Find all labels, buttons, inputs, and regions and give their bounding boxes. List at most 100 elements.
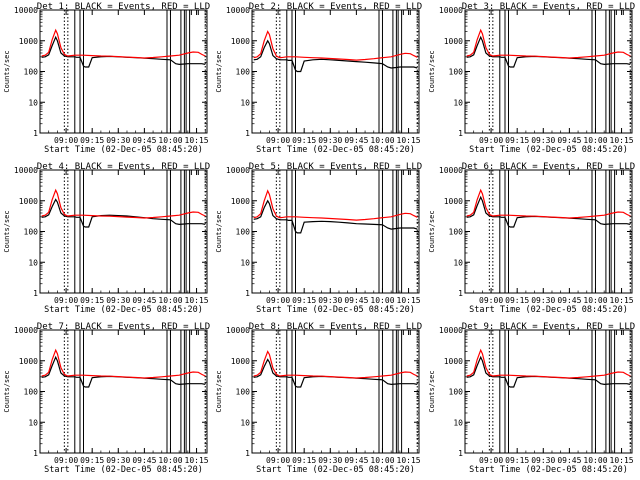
gap-marker-box [190, 169, 199, 175]
y-tick-label: 10 [240, 98, 250, 107]
x-tick-label: 09:30 [106, 456, 130, 465]
y-tick-label: 1000 [231, 37, 250, 46]
y-tick-label: 1 [245, 289, 250, 298]
gap-marker-box [615, 169, 624, 175]
x-axis-label: Start Time (02-Dec-05 08:45:20) [256, 145, 415, 155]
series-events [253, 199, 418, 234]
y-tick-label: 1000 [444, 357, 463, 366]
x-tick-label: 10:00 [583, 136, 607, 145]
x-tick-label: 10:15 [397, 296, 421, 305]
y-tick-label: 10 [28, 98, 38, 107]
chart-title: Det 5: BLACK = Events, RED = LLD [249, 162, 422, 172]
y-tick-label: 10 [28, 418, 38, 427]
y-tick-label: 100 [449, 68, 464, 77]
x-axis-label: Start Time (02-Dec-05 08:45:20) [469, 465, 628, 475]
x-tick-label: 09:45 [132, 136, 156, 145]
plot-frame [464, 329, 633, 454]
chart-panel-3: Det 3: BLACK = Events, RED = LLD 1 10 100 10… [428, 2, 635, 155]
x-tick-label: 09:30 [318, 296, 342, 305]
x-tick-label: 09:45 [132, 296, 156, 305]
series-events [466, 35, 631, 68]
plot-frame [464, 169, 633, 294]
y-axis-label: Counts/sec [215, 50, 223, 92]
x-tick-label: 09:15 [292, 296, 316, 305]
x-tick-label: 10:15 [610, 456, 634, 465]
x-tick-label: 09:00 [54, 136, 78, 145]
y-tick-label: 1000 [444, 37, 463, 46]
chart-panel-7: Det 7: BLACK = Events, RED = LLD 1 10 100 10… [3, 322, 210, 475]
plot-frame [251, 329, 420, 454]
y-tick-label: 1 [33, 129, 38, 138]
y-tick-label: 1000 [19, 37, 38, 46]
gap-marker-box [615, 9, 624, 15]
gap-marker-box [402, 9, 411, 15]
series-lld [41, 348, 206, 379]
y-tick-label: 1 [458, 289, 463, 298]
x-tick-label: 09:45 [132, 456, 156, 465]
y-tick-label: 1 [458, 129, 463, 138]
x-tick-label: 09:00 [266, 456, 290, 465]
y-tick-label: 10000 [14, 6, 38, 15]
y-axis-label: Counts/sec [3, 210, 11, 252]
series-lld [253, 350, 418, 379]
y-tick-label: 1 [33, 449, 38, 458]
x-tick-label: 10:00 [370, 456, 394, 465]
y-tick-label: 1 [458, 449, 463, 458]
y-tick-label: 10000 [439, 326, 463, 335]
y-tick-label: 10000 [439, 6, 463, 15]
x-tick-label: 09:45 [557, 136, 581, 145]
plot-frame [464, 9, 633, 134]
x-tick-label: 09:30 [318, 136, 342, 145]
y-tick-label: 10 [240, 258, 250, 267]
y-tick-label: 1 [245, 129, 250, 138]
y-tick-label: 100 [24, 388, 39, 397]
x-tick-label: 09:00 [479, 296, 503, 305]
y-tick-label: 10 [453, 98, 463, 107]
chart-panel-6: Det 6: BLACK = Events, RED = LLD 1 10 100 10… [428, 162, 635, 315]
y-tick-label: 1 [245, 449, 250, 458]
y-tick-label: 1000 [231, 357, 250, 366]
series-events [41, 35, 206, 68]
x-axis-label: Start Time (02-Dec-05 08:45:20) [44, 305, 203, 315]
series-events [466, 195, 631, 228]
plot-frame [39, 169, 208, 294]
y-tick-label: 10000 [14, 326, 38, 335]
x-tick-label: 09:15 [80, 136, 104, 145]
plot-frame [39, 9, 208, 134]
x-tick-label: 10:00 [583, 456, 607, 465]
y-tick-label: 100 [449, 388, 464, 397]
x-tick-label: 10:00 [370, 136, 394, 145]
x-tick-label: 09:00 [54, 296, 78, 305]
x-tick-label: 09:30 [106, 136, 130, 145]
y-axis-label: Counts/sec [3, 50, 11, 92]
x-tick-label: 09:45 [344, 456, 368, 465]
chart-title: Det 7: BLACK = Events, RED = LLD [37, 322, 210, 332]
y-tick-label: 1000 [19, 357, 38, 366]
x-tick-label: 09:15 [80, 296, 104, 305]
chart-panel-2: Det 2: BLACK = Events, RED = LLD 1 10 100 10… [215, 2, 422, 155]
x-tick-label: 10:00 [158, 296, 182, 305]
y-tick-label: 100 [449, 228, 464, 237]
y-tick-label: 10000 [439, 166, 463, 175]
chart-panel-9: Det 9: BLACK = Events, RED = LLD 1 10 100 10… [428, 322, 635, 475]
x-tick-label: 09:15 [505, 296, 529, 305]
y-tick-label: 1000 [444, 197, 463, 206]
x-tick-label: 10:00 [158, 456, 182, 465]
series-lld [41, 188, 206, 219]
series-lld [253, 189, 418, 221]
x-tick-label: 09:30 [531, 456, 555, 465]
chart-title: Det 8: BLACK = Events, RED = LLD [249, 322, 422, 332]
plot-frame [39, 329, 208, 454]
plot-frame [251, 169, 420, 294]
series-events [41, 355, 206, 388]
x-tick-label: 09:15 [505, 136, 529, 145]
x-tick-label: 09:15 [80, 456, 104, 465]
x-tick-label: 10:15 [397, 456, 421, 465]
chart-title: Det 6: BLACK = Events, RED = LLD [462, 162, 635, 172]
gap-marker-box [615, 329, 624, 335]
y-tick-label: 10000 [226, 326, 250, 335]
x-tick-label: 10:15 [397, 136, 421, 145]
x-tick-label: 09:45 [557, 296, 581, 305]
y-tick-label: 10000 [14, 166, 38, 175]
